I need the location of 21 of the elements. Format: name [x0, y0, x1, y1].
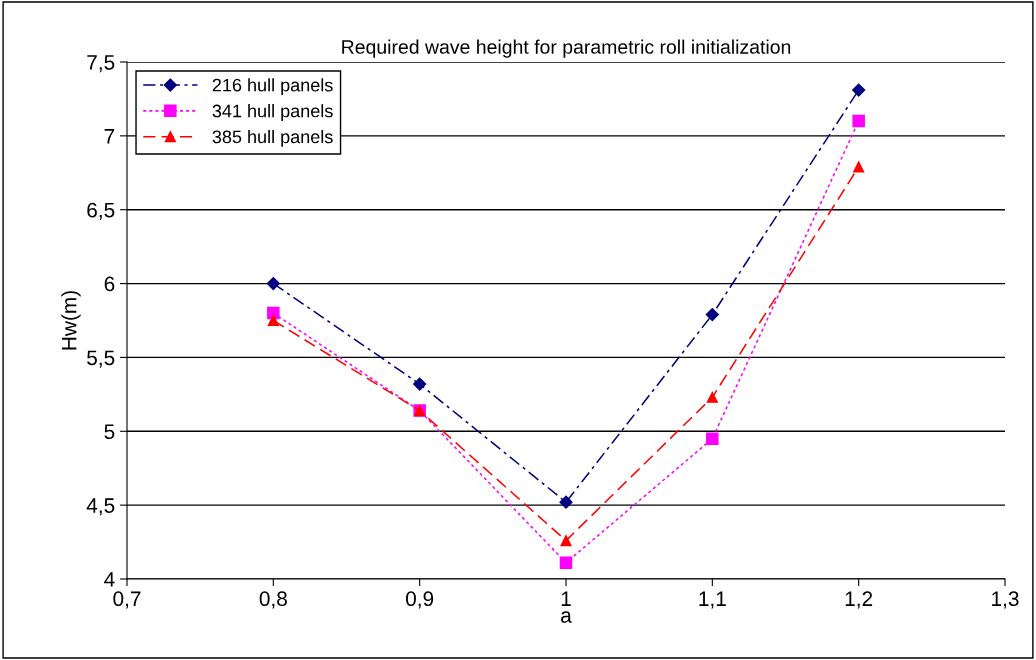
y-axis-title: Hw(m) [61, 291, 81, 350]
x-tick-label: 0,9 [406, 591, 434, 609]
legend-label: 385 hull panels [212, 129, 333, 147]
y-tick-label: 5 [104, 424, 115, 440]
x-axis-title: a [561, 611, 572, 623]
y-tick-label: 6 [104, 276, 115, 292]
x-tick-label: 1,1 [699, 591, 726, 609]
x-tick-label: 1 [561, 591, 571, 606]
chart-title: Required wave height for parametric roll initialization [342, 39, 791, 58]
x-tick-label: 0,8 [259, 591, 287, 609]
y-tick-label: 7,5 [87, 55, 115, 73]
y-tick-label: 5,5 [87, 350, 115, 368]
legend-label: 216 hull panels [212, 78, 333, 96]
y-tick-label: 7 [104, 129, 115, 144]
x-tick-label: 1,3 [992, 591, 1019, 609]
y-tick-label: 4,5 [86, 498, 115, 516]
y-tick-label: 4 [104, 572, 115, 587]
legend-label: 341 hull panels [212, 104, 333, 121]
y-tick-label: 6,5 [87, 202, 115, 220]
x-tick-label: 1,2 [845, 591, 873, 609]
x-tick-label: 0,7 [113, 591, 141, 609]
